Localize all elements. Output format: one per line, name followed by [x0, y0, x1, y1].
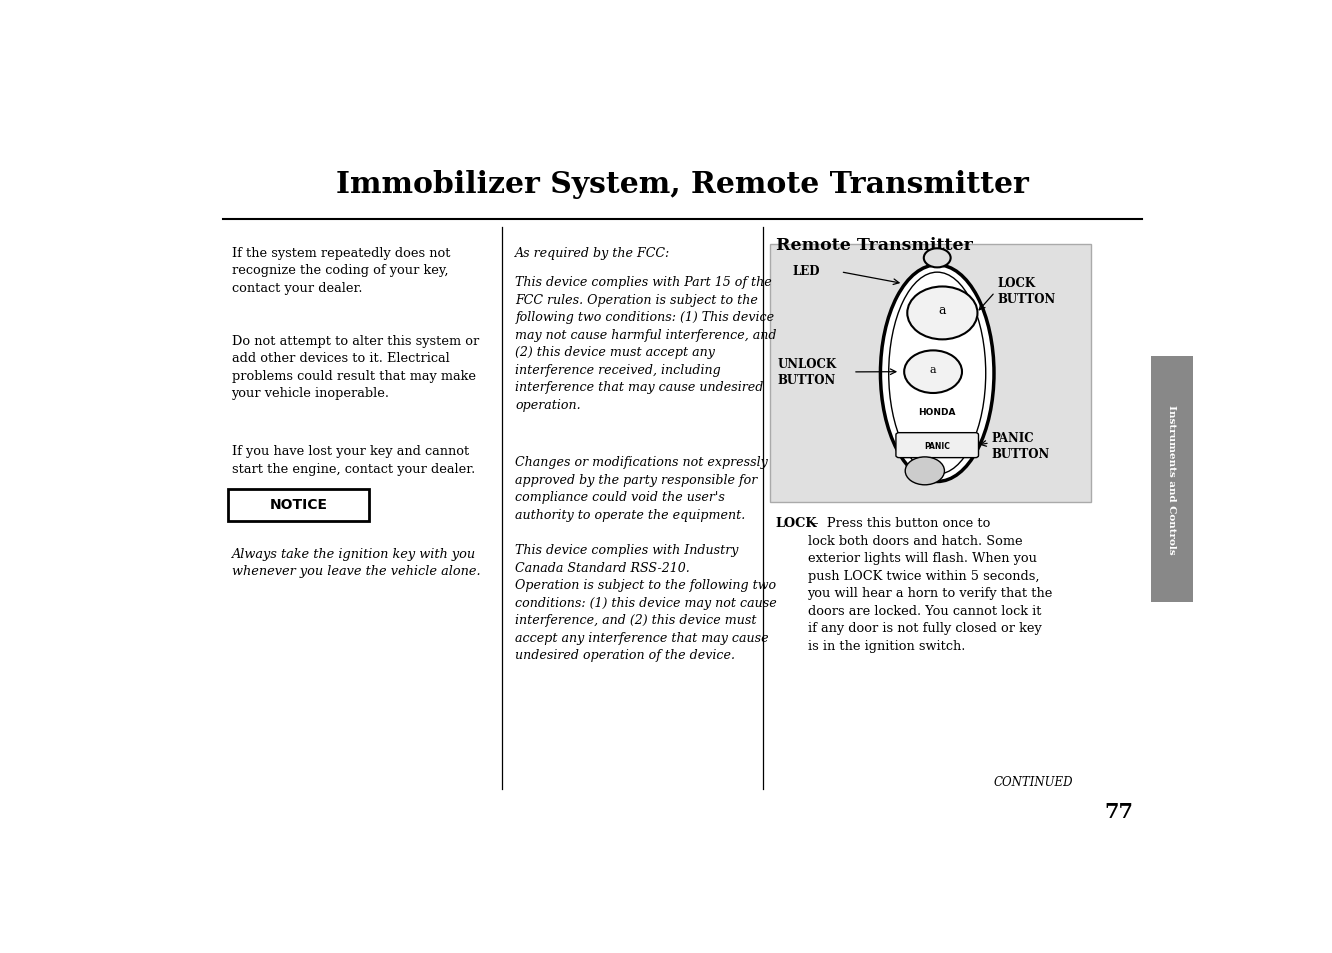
Text: UNLOCK
BUTTON: UNLOCK BUTTON	[778, 358, 836, 387]
Ellipse shape	[906, 457, 944, 485]
Text: This device complies with Industry
Canada Standard RSS-210.
Operation is subject: This device complies with Industry Canad…	[515, 543, 777, 661]
Text: CONTINUED: CONTINUED	[994, 776, 1072, 789]
Bar	[1151, 356, 1192, 602]
Text: Always take the ignition key with you
whenever you leave the vehicle alone.: Always take the ignition key with you wh…	[232, 547, 480, 578]
Text: a: a	[930, 364, 936, 375]
Ellipse shape	[904, 351, 962, 394]
Text: LED: LED	[793, 265, 819, 277]
Text: 77: 77	[1104, 801, 1134, 821]
Text: LOCK
BUTTON: LOCK BUTTON	[998, 277, 1055, 306]
Ellipse shape	[907, 287, 978, 340]
FancyBboxPatch shape	[770, 245, 1091, 502]
Text: Changes or modifications not expressly
approved by the party responsible for
com: Changes or modifications not expressly a…	[515, 456, 769, 521]
Text: If you have lost your key and cannot
start the engine, contact your dealer.: If you have lost your key and cannot sta…	[232, 444, 474, 475]
Text: As required by the FCC:: As required by the FCC:	[515, 247, 671, 259]
Text: –  Press this button once to
lock both doors and hatch. Some
exterior lights wil: – Press this button once to lock both do…	[807, 517, 1052, 652]
Text: LOCK: LOCK	[775, 517, 817, 530]
Text: HONDA: HONDA	[919, 408, 956, 416]
Text: PANIC: PANIC	[924, 441, 950, 450]
Text: a: a	[939, 303, 946, 316]
FancyBboxPatch shape	[896, 434, 979, 458]
Text: Do not attempt to alter this system or
add other devices to it. Electrical
probl: Do not attempt to alter this system or a…	[232, 335, 478, 400]
Text: NOTICE: NOTICE	[269, 497, 328, 512]
Text: Remote Transmitter: Remote Transmitter	[775, 237, 972, 253]
Ellipse shape	[924, 249, 951, 268]
Text: If the system repeatedly does not
recognize the coding of your key,
contact your: If the system repeatedly does not recogn…	[232, 247, 450, 294]
Text: This device complies with Part 15 of the
FCC rules. Operation is subject to the
: This device complies with Part 15 of the…	[515, 275, 777, 411]
Text: PANIC
BUTTON: PANIC BUTTON	[992, 432, 1050, 460]
FancyBboxPatch shape	[229, 489, 369, 521]
Text: Immobilizer System, Remote Transmitter: Immobilizer System, Remote Transmitter	[336, 170, 1030, 198]
Ellipse shape	[880, 266, 994, 482]
Text: Instruments and Controls: Instruments and Controls	[1167, 405, 1176, 555]
